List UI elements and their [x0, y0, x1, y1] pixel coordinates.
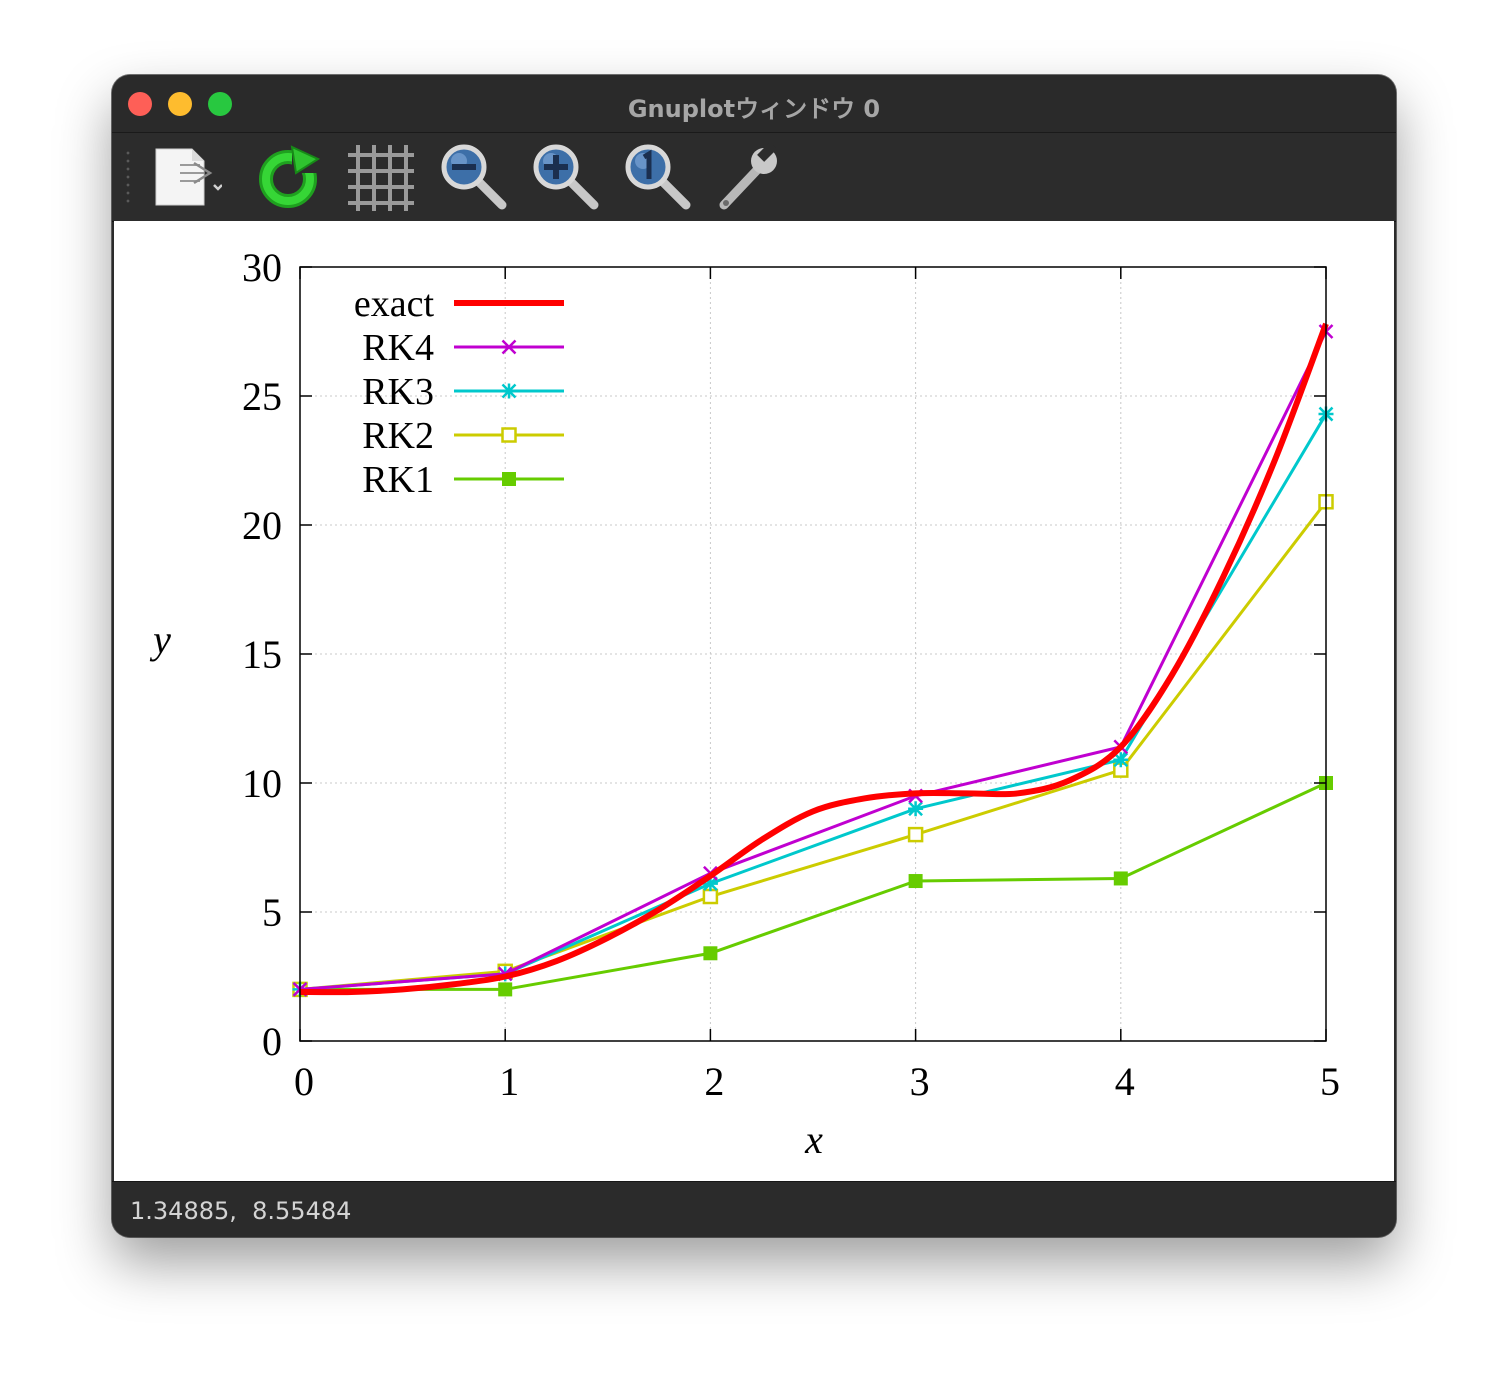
legend-label: RK1 [362, 459, 434, 501]
legend-label: RK2 [362, 415, 434, 457]
export-icon [155, 148, 223, 206]
series-line [299, 500, 1328, 991]
series-line [299, 330, 1328, 991]
y-tick-label: 5 [262, 890, 282, 935]
x-tick-label: 3 [910, 1059, 930, 1104]
toolbar [112, 132, 1396, 222]
settings-icon [719, 142, 777, 210]
y-tick-label: 25 [242, 374, 282, 419]
replot-icon [259, 145, 321, 208]
y-tick-label: 30 [242, 245, 282, 290]
grid-button[interactable] [344, 141, 416, 213]
ticks: 0 1 2 3 4 5 0 5 10 15 20 25 30 [242, 245, 1340, 1104]
data-point [501, 427, 517, 443]
series-layer [292, 322, 1334, 998]
series-RK2 [292, 494, 1334, 998]
status-bar: 1.34885, 8.55484 [112, 1181, 1396, 1237]
toolbar-grip [126, 149, 130, 205]
zoom-in-icon [533, 144, 599, 210]
data-point [703, 946, 718, 961]
y-tick-label: 10 [242, 761, 282, 806]
settings-button[interactable] [712, 141, 784, 213]
data-point [1113, 752, 1129, 768]
x-tick-label: 1 [499, 1059, 519, 1104]
gnuplot-window: Gnuplotウィンドウ 0 [112, 75, 1396, 1237]
zoom-in-button[interactable] [530, 141, 602, 213]
grid-icon [348, 145, 414, 211]
plot-area[interactable]: 0 1 2 3 4 5 0 5 10 15 20 25 30 exact RK4 RK3 RK2 RK1 x y [114, 221, 1394, 1181]
x-tick-label: 5 [1320, 1059, 1340, 1104]
data-point [907, 826, 924, 843]
legend-label: exact [354, 283, 435, 325]
data-point [1113, 871, 1128, 886]
close-button[interactable] [128, 92, 152, 116]
x-tick-label: 4 [1115, 1059, 1135, 1104]
data-point [702, 876, 718, 892]
data-point [501, 339, 517, 355]
cursor-coordinates: 1.34885, 8.55484 [130, 1197, 352, 1225]
zoom-reset-button[interactable] [622, 141, 694, 213]
zoom-out-button[interactable] [438, 141, 510, 213]
window-title: Gnuplotウィンドウ 0 [627, 95, 881, 123]
data-point [702, 888, 719, 905]
zoom-reset-icon [625, 144, 691, 210]
data-point [501, 383, 517, 399]
legend-label: RK4 [362, 327, 434, 369]
y-tick-label: 20 [242, 503, 282, 548]
zoom-out-icon [441, 144, 507, 210]
replot-button[interactable] [252, 141, 324, 213]
legend-label: RK3 [362, 371, 434, 413]
x-axis-label: x [804, 1117, 823, 1162]
series-line [299, 322, 1329, 996]
minimize-button[interactable] [168, 92, 192, 116]
data-point [908, 874, 923, 889]
plot-border [299, 266, 1327, 1042]
export-button[interactable] [150, 141, 223, 213]
y-tick-label: 15 [242, 632, 282, 677]
x-tick-label: 2 [704, 1059, 724, 1104]
series-line [300, 781, 1327, 991]
maximize-button[interactable] [208, 92, 232, 116]
title-bar[interactable]: Gnuplotウィンドウ 0 [112, 75, 1396, 132]
data-point [908, 801, 924, 817]
y-tick-label: 0 [262, 1019, 282, 1064]
series-RK4 [292, 324, 1334, 997]
data-point [498, 982, 513, 997]
series-RK3 [292, 406, 1334, 997]
x-tick-label: 0 [294, 1059, 314, 1104]
y-axis-label: y [149, 617, 171, 662]
series-exact [299, 322, 1329, 996]
grid-lines [300, 267, 1326, 1041]
data-point [502, 472, 516, 486]
